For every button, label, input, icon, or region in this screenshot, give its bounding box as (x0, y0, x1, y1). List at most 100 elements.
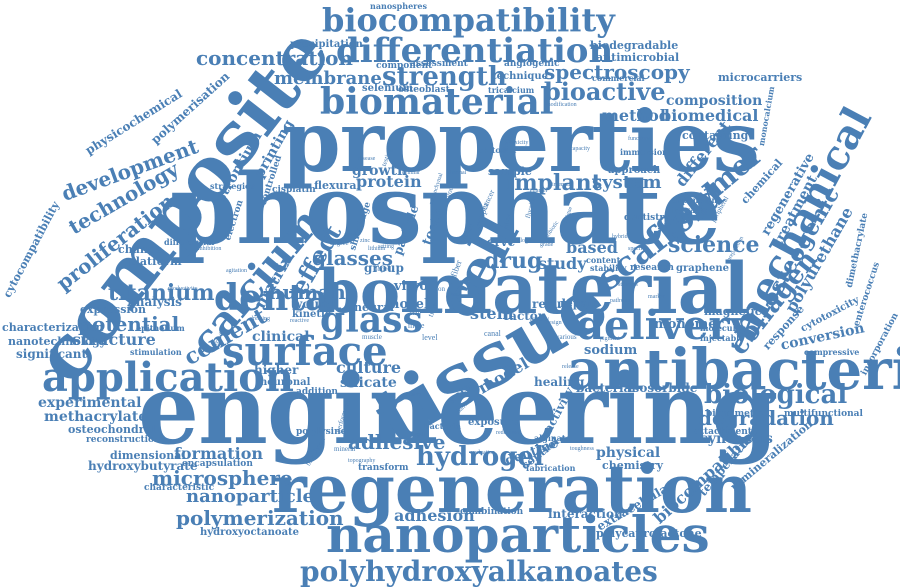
word-adhesion: adhesion (394, 506, 475, 525)
word-degradation: degradation (698, 406, 834, 430)
word-based: based (566, 238, 618, 257)
word-commercial: commercial (592, 73, 645, 83)
word-disease: disease (358, 156, 376, 162)
word-antimicrobial: antimicrobial (596, 51, 680, 64)
word-hydrogel: hydrogel (416, 442, 544, 472)
word-length: length (410, 432, 425, 438)
word-encapsulation: encapsulation (182, 459, 253, 469)
word-surface: surface (222, 328, 388, 375)
word-evaluation: evaluation (470, 450, 495, 456)
word-stimulation: stimulation (130, 347, 182, 357)
word-dimensional: dimensional (110, 449, 186, 462)
word-ion: ion (436, 285, 445, 293)
word-composition: composition (666, 93, 763, 109)
word-methacrylate: methacrylate (44, 409, 148, 425)
word-membrane: membrane (274, 68, 382, 89)
word-dental: dental (214, 277, 342, 319)
word-neural: neural (354, 301, 395, 314)
word-nanoparticles: nanoparticles (326, 505, 710, 564)
word-factor: factor (504, 309, 545, 323)
word-ability: ability (406, 392, 422, 398)
word-injectable: injectable (700, 333, 745, 343)
word-grade: grade (540, 242, 554, 248)
word-lithium: lithium (368, 246, 386, 252)
word-adhesive: adhesive (348, 430, 446, 454)
word-differentiation: differentiation (336, 31, 614, 71)
word-specific: specific (628, 246, 647, 252)
word-topography: topography (348, 458, 376, 464)
word-study: study (538, 254, 587, 273)
word-nanospheres: nanospheres (370, 1, 427, 11)
word-antibacterial: antibacterial (567, 337, 900, 403)
word-immersion: immersion (620, 147, 668, 157)
word-drug: drug (484, 248, 543, 274)
word-characterization: characterization (2, 321, 104, 334)
word-application: application (42, 354, 294, 401)
word-analog: analog (512, 238, 528, 244)
word-addition: addition (296, 387, 338, 397)
word-isosorbide: isosorbide (628, 381, 698, 395)
word-expression: expression (80, 303, 146, 316)
word-content: content (586, 255, 621, 265)
word-cytocompatibility: cytocompatibility (0, 199, 63, 300)
word-physical: physical (596, 445, 661, 461)
word-wound: wound (292, 297, 337, 311)
word-chemistry: chemistry (602, 459, 663, 472)
word-modification: modification (546, 102, 577, 108)
word-marker: marker (648, 294, 665, 300)
word-osteoblast: osteoblast (398, 85, 450, 95)
word-multifunctional: multifunctional (784, 409, 863, 419)
word-microsphere: microsphere (152, 466, 293, 490)
word-synthesis: synthesis (700, 431, 773, 447)
word-technique: technique (492, 71, 549, 82)
word-muscle: muscle (362, 333, 382, 341)
word-strength: strength (382, 62, 507, 92)
word-bacterial: bacterial (576, 381, 636, 395)
word-graphene: graphene (676, 263, 729, 274)
word-human: human (268, 280, 346, 304)
word-various: various (556, 333, 577, 341)
word-research: research (630, 263, 674, 273)
word-cisplatin: cisplatin (272, 185, 316, 195)
word-polycaprolactone: polycaprolactone (596, 527, 702, 540)
word-regeneration: regeneration (272, 450, 752, 528)
word-novel: novel (390, 297, 429, 312)
word-mineral: mineral (334, 445, 356, 453)
word-protein: protein (356, 172, 422, 191)
word-glass: glass (320, 299, 423, 341)
word-assessment: assessment (410, 59, 468, 69)
word-functional: functional (628, 136, 653, 142)
word-neuronal: neuronal (260, 377, 311, 388)
word-release: release (562, 364, 579, 370)
word-potential: potential (78, 312, 180, 336)
word-thermal: thermal (448, 170, 467, 176)
word-material: material (418, 247, 750, 330)
word-nanotechnology: nanotechnology (8, 335, 107, 348)
word-expansion: expansion (672, 195, 718, 205)
word-transform: transform (358, 463, 409, 473)
word-pigment: pigment (600, 336, 620, 342)
word-bacteria: bacteria (424, 421, 461, 431)
word-doped: doped (374, 265, 392, 273)
word-dressing: dressing (250, 316, 270, 322)
word-tricalcium: tricalcium (488, 85, 535, 95)
word-capacity: capacity (570, 146, 590, 152)
word-review: review (530, 315, 550, 323)
word-agent: agent (344, 232, 357, 238)
word-structure: structure (72, 330, 156, 349)
word-osteochondral: osteochondral (68, 423, 156, 436)
word-glasses: glasses (312, 246, 394, 270)
word-microcarriers: microcarriers (718, 71, 803, 84)
word-properties: properties (282, 92, 760, 191)
word-component: component (376, 61, 433, 71)
word-platform: platform (128, 255, 182, 268)
word-angiogenic: angiogenic (504, 59, 560, 69)
word-canal: canal (484, 329, 501, 338)
word-molecular: molecular (700, 323, 746, 333)
word-result: result (532, 297, 572, 311)
word-polylysine: polylysine (296, 427, 347, 437)
word-cellular: cellular (402, 170, 420, 176)
word-precipitation: precipitation (290, 39, 363, 50)
word-formation: formation (174, 444, 264, 463)
